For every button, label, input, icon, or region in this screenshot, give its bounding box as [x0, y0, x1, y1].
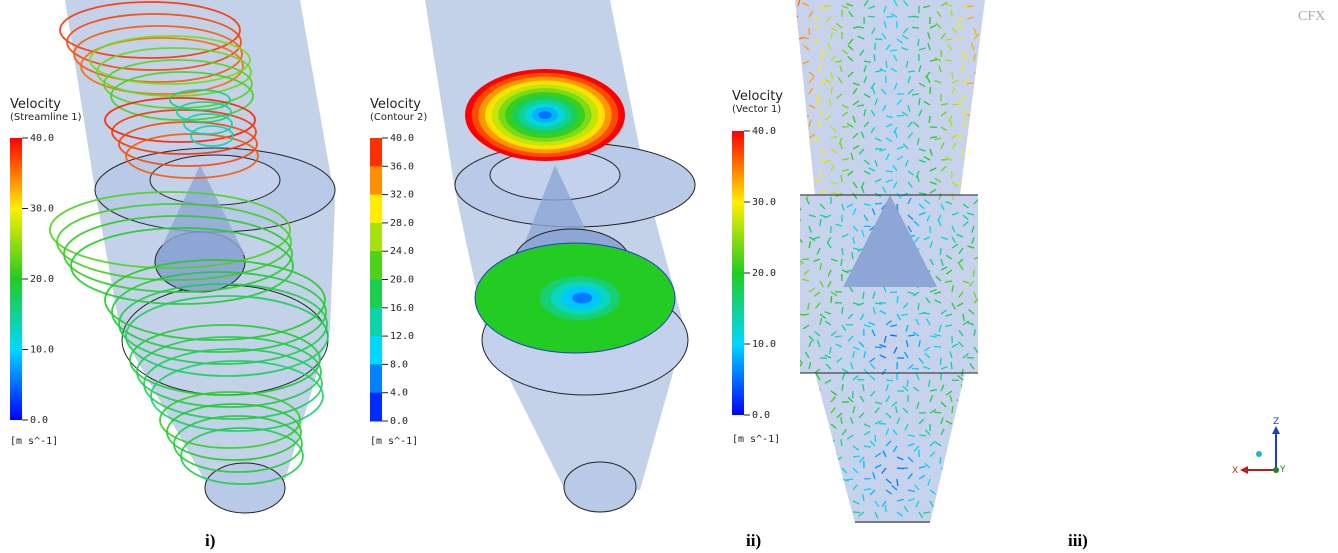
colorbar-tick-label: 30.0	[30, 204, 54, 215]
colorbar-tick-label: 20.0	[752, 268, 776, 279]
colorbar-tick-label: 10.0	[30, 345, 54, 356]
axis-triad: Z X Y	[1232, 417, 1286, 476]
geometry-vector	[791, 0, 985, 523]
legend-subtitle: (Streamline 1)	[10, 112, 82, 123]
colorbar-tick-label: 32.0	[390, 190, 414, 201]
colorbar-band	[370, 251, 382, 280]
legend: Velocity(Streamline 1) 40.0 30.0 20.0 10.0 0.…	[10, 97, 82, 447]
legend: Velocity(Vector 1) 40.0 30.0 20.0 10.0 0.0 [m …	[732, 89, 783, 445]
legend-subtitle: (Contour 2)	[370, 112, 427, 123]
axis-x-label: X	[1232, 466, 1238, 476]
legend-subtitle: (Vector 1)	[732, 104, 781, 115]
legend: Velocity(Contour 2) 40.0 36.0 32.0 28.0 24.0 2…	[370, 97, 427, 447]
colorbar-tick-label: 10.0	[752, 339, 776, 350]
colorbar-tick-label: 0.0	[30, 415, 48, 426]
figure: Z X Y CFX Velocity(Streamline 1)40.030.0…	[0, 0, 1338, 553]
colorbar-tick-label: 4.0	[390, 388, 408, 399]
legend-title: Velocity	[10, 97, 61, 112]
colorbar-tick-label: 28.0	[390, 218, 414, 229]
colorbar-tick-label: 40.0	[752, 126, 776, 137]
colorbar-tick-label: 16.0	[390, 303, 414, 314]
colorbar-tick-label: 24.0	[390, 246, 414, 257]
colorbar-band	[370, 195, 382, 224]
axis-z-label: Z	[1273, 417, 1279, 427]
legend-title: Velocity	[370, 97, 421, 112]
axis-y-label: Y	[1279, 465, 1286, 475]
legend-unit: [m s^-1]	[370, 436, 418, 447]
colorbar	[10, 138, 22, 420]
panel-label: ii)	[746, 531, 761, 550]
panel-label: i)	[205, 531, 215, 550]
colorbar-tick-label: 40.0	[30, 133, 54, 144]
colorbar-tick-label: 0.0	[752, 410, 770, 421]
colorbar	[732, 131, 744, 415]
legend-title: Velocity	[732, 89, 783, 104]
colorbar-band	[370, 138, 382, 167]
colorbar-tick-label: 20.0	[30, 274, 54, 285]
colorbar-band	[370, 364, 382, 393]
colorbar-tick-label: 40.0	[390, 133, 414, 144]
legend-unit: [m s^-1]	[10, 436, 58, 447]
colorbar-tick-label: 12.0	[390, 331, 414, 342]
colorbar-tick-label: 8.0	[390, 359, 408, 370]
colorbar-band	[370, 166, 382, 195]
colorbar-band	[370, 280, 382, 309]
colorbar-tick-label: 0.0	[390, 416, 408, 427]
legend-unit: [m s^-1]	[732, 434, 780, 445]
colorbar-band	[370, 308, 382, 337]
logo: CFX	[1298, 9, 1325, 24]
geometry-streamline	[50, 0, 335, 513]
colorbar-tick-label: 30.0	[752, 197, 776, 208]
colorbar-band	[370, 336, 382, 365]
colorbar-tick-label: 20.0	[390, 275, 414, 286]
colorbar-tick-label: 36.0	[390, 161, 414, 172]
colorbar-band	[370, 223, 382, 252]
geometry-contour	[425, 0, 695, 512]
panel-label: iii)	[1068, 531, 1088, 550]
colorbar-band	[370, 393, 382, 422]
